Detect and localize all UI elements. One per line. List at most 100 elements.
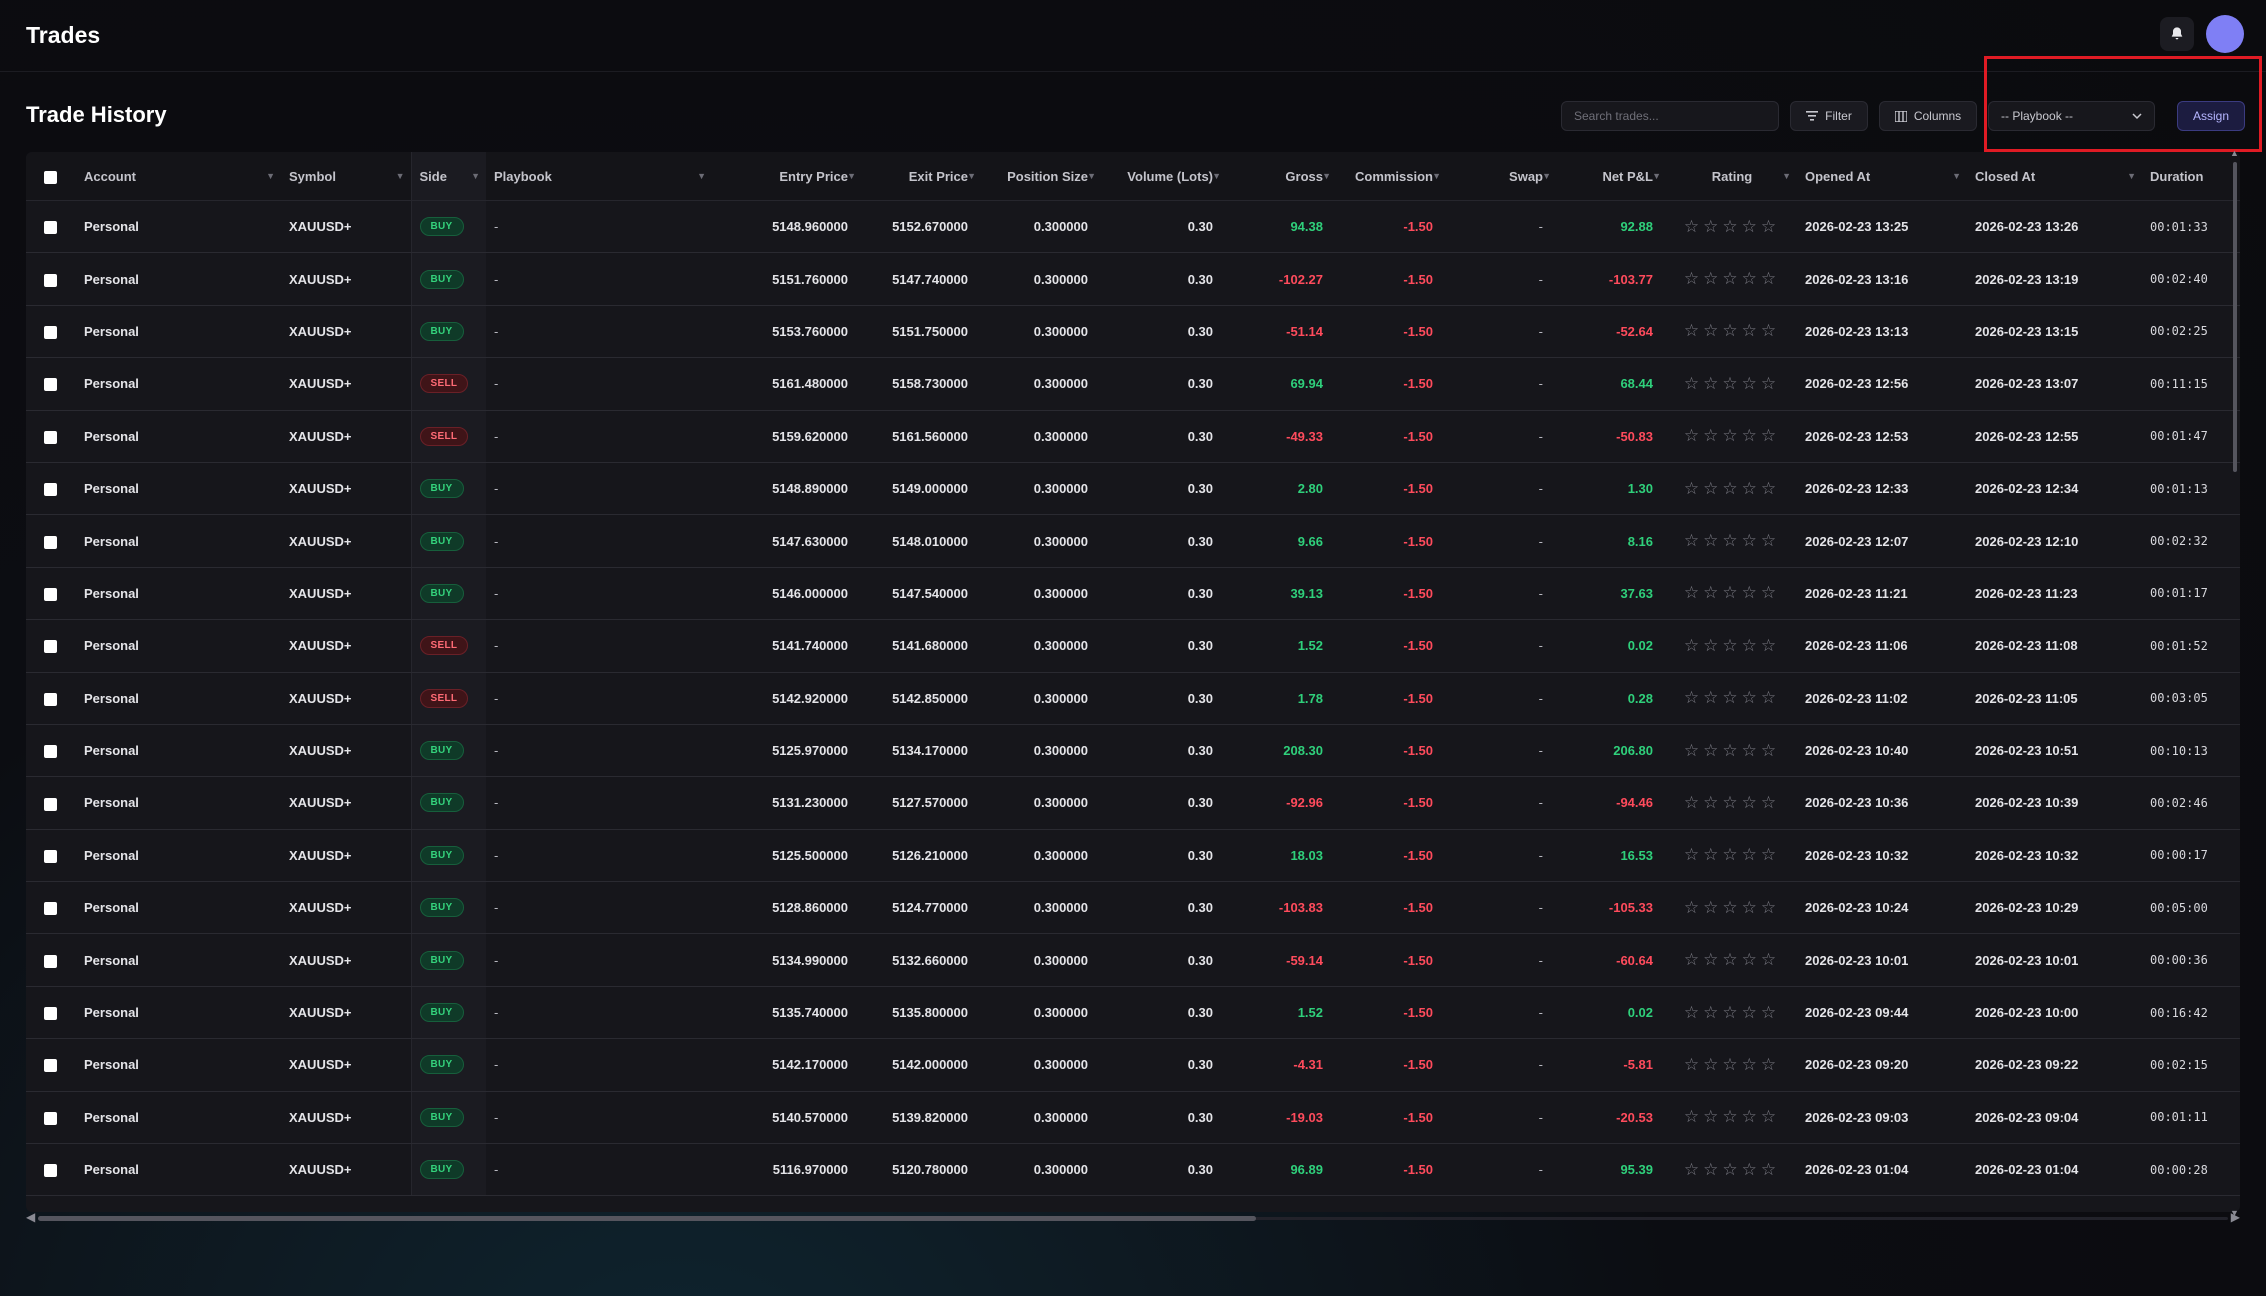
column-header-commission[interactable]: Commission ▼: [1337, 152, 1447, 201]
star-icon[interactable]: ☆: [1722, 740, 1742, 760]
star-icon[interactable]: ☆: [1760, 1054, 1781, 1074]
cell-rating[interactable]: ☆☆☆☆☆: [1667, 514, 1797, 568]
table-row[interactable]: Personal XAUUSD+ SELL -5161.480000 5158.7300…: [26, 357, 2240, 411]
cell-rating[interactable]: ☆☆☆☆☆: [1667, 252, 1797, 306]
star-icon[interactable]: ☆: [1741, 897, 1761, 917]
notifications-button[interactable]: [2160, 17, 2194, 51]
column-header-entry-price[interactable]: Entry Price ▼: [712, 152, 862, 201]
cell-rating[interactable]: ☆☆☆☆☆: [1667, 567, 1797, 621]
row-checkbox[interactable]: [26, 776, 76, 830]
star-icon[interactable]: ☆: [1683, 688, 1704, 708]
table-row[interactable]: Personal XAUUSD+ BUY -5135.740000 5135.80000…: [26, 986, 2240, 1040]
table-row[interactable]: Personal XAUUSD+ SELL -5159.620000 5161.5600…: [26, 410, 2240, 463]
star-icon[interactable]: ☆: [1722, 426, 1742, 446]
star-icon[interactable]: ☆: [1703, 1159, 1723, 1179]
cell-rating[interactable]: ☆☆☆☆☆: [1667, 357, 1797, 411]
cell-playbook[interactable]: -: [486, 305, 712, 359]
star-icon[interactable]: ☆: [1760, 1002, 1781, 1022]
scroll-down-icon[interactable]: ▼: [2230, 1208, 2239, 1218]
column-header-net-pnl[interactable]: Net P&L ▼: [1557, 152, 1667, 201]
table-row[interactable]: Personal XAUUSD+ BUY -5148.890000 5149.00000…: [26, 462, 2240, 516]
row-checkbox[interactable]: [26, 1143, 76, 1197]
star-icon[interactable]: ☆: [1683, 216, 1704, 236]
star-icon[interactable]: ☆: [1703, 845, 1723, 865]
cell-playbook[interactable]: -: [486, 619, 712, 673]
table-row[interactable]: Personal XAUUSD+ BUY -5128.860000 5124.77000…: [26, 881, 2240, 935]
scroll-up-icon[interactable]: ▲: [2230, 148, 2239, 158]
star-icon[interactable]: ☆: [1703, 216, 1723, 236]
cell-rating[interactable]: ☆☆☆☆☆: [1667, 986, 1797, 1040]
row-checkbox[interactable]: [26, 986, 76, 1040]
table-row[interactable]: Personal XAUUSD+ SELL -5142.920000 5142.8500…: [26, 672, 2240, 725]
cell-playbook[interactable]: -: [486, 1038, 712, 1092]
cell-rating[interactable]: ☆☆☆☆☆: [1667, 724, 1797, 778]
star-icon[interactable]: ☆: [1741, 583, 1761, 603]
cell-rating[interactable]: ☆☆☆☆☆: [1667, 829, 1797, 883]
star-icon[interactable]: ☆: [1722, 897, 1742, 917]
scroll-thumb[interactable]: [38, 1216, 1256, 1221]
star-icon[interactable]: ☆: [1703, 426, 1723, 446]
star-icon[interactable]: ☆: [1703, 950, 1723, 970]
star-icon[interactable]: ☆: [1703, 269, 1723, 289]
star-icon[interactable]: ☆: [1703, 321, 1723, 341]
star-icon[interactable]: ☆: [1722, 1107, 1742, 1127]
star-icon[interactable]: ☆: [1703, 1002, 1723, 1022]
cell-rating[interactable]: ☆☆☆☆☆: [1667, 305, 1797, 359]
star-icon[interactable]: ☆: [1760, 531, 1781, 551]
cell-rating[interactable]: ☆☆☆☆☆: [1667, 1143, 1797, 1197]
table-row[interactable]: Personal XAUUSD+ BUY -5142.170000 5142.00000…: [26, 1038, 2240, 1092]
cell-playbook[interactable]: -: [486, 672, 712, 725]
star-icon[interactable]: ☆: [1760, 792, 1781, 812]
table-row[interactable]: Personal XAUUSD+ BUY -5116.970000 5120.78000…: [26, 1143, 2240, 1197]
cell-rating[interactable]: ☆☆☆☆☆: [1667, 619, 1797, 673]
star-icon[interactable]: ☆: [1760, 321, 1781, 341]
select-all-checkbox[interactable]: [26, 152, 76, 201]
scroll-thumb[interactable]: [2233, 162, 2237, 472]
cell-playbook[interactable]: -: [486, 933, 712, 987]
star-icon[interactable]: ☆: [1703, 373, 1723, 393]
column-header-playbook[interactable]: Playbook ▼: [486, 152, 712, 201]
star-icon[interactable]: ☆: [1722, 1159, 1742, 1179]
star-icon[interactable]: ☆: [1722, 321, 1742, 341]
star-icon[interactable]: ☆: [1760, 845, 1781, 865]
star-icon[interactable]: ☆: [1703, 688, 1723, 708]
filter-button[interactable]: Filter: [1790, 101, 1868, 131]
cell-rating[interactable]: ☆☆☆☆☆: [1667, 200, 1797, 254]
column-header-exit-price[interactable]: Exit Price ▼: [862, 152, 982, 201]
star-icon[interactable]: ☆: [1760, 478, 1781, 498]
columns-button[interactable]: Columns: [1879, 101, 1977, 131]
cell-playbook[interactable]: -: [486, 514, 712, 568]
star-icon[interactable]: ☆: [1741, 531, 1761, 551]
star-icon[interactable]: ☆: [1760, 897, 1781, 917]
star-icon[interactable]: ☆: [1760, 373, 1781, 393]
star-icon[interactable]: ☆: [1722, 216, 1742, 236]
star-icon[interactable]: ☆: [1703, 740, 1723, 760]
star-icon[interactable]: ☆: [1741, 478, 1761, 498]
star-icon[interactable]: ☆: [1722, 583, 1742, 603]
cell-playbook[interactable]: -: [486, 252, 712, 306]
row-checkbox[interactable]: [26, 1038, 76, 1092]
star-icon[interactable]: ☆: [1741, 688, 1761, 708]
cell-playbook[interactable]: -: [486, 776, 712, 830]
star-icon[interactable]: ☆: [1760, 950, 1781, 970]
star-icon[interactable]: ☆: [1703, 531, 1723, 551]
row-checkbox[interactable]: [26, 619, 76, 673]
star-icon[interactable]: ☆: [1741, 321, 1761, 341]
star-icon[interactable]: ☆: [1760, 583, 1781, 603]
column-header-opened-at[interactable]: Opened At ▼: [1797, 152, 1967, 201]
star-icon[interactable]: ☆: [1722, 269, 1742, 289]
scroll-right-icon[interactable]: ▶: [2230, 1210, 2240, 1224]
star-icon[interactable]: ☆: [1741, 426, 1761, 446]
cell-playbook[interactable]: -: [486, 410, 712, 463]
star-icon[interactable]: ☆: [1683, 792, 1704, 812]
star-icon[interactable]: ☆: [1683, 897, 1704, 917]
star-icon[interactable]: ☆: [1722, 1002, 1742, 1022]
row-checkbox[interactable]: [26, 724, 76, 778]
star-icon[interactable]: ☆: [1722, 950, 1742, 970]
cell-playbook[interactable]: -: [486, 567, 712, 621]
star-icon[interactable]: ☆: [1703, 478, 1723, 498]
cell-rating[interactable]: ☆☆☆☆☆: [1667, 1038, 1797, 1092]
table-row[interactable]: Personal XAUUSD+ BUY -5134.990000 5132.66000…: [26, 933, 2240, 987]
assign-button[interactable]: Assign: [2177, 101, 2245, 131]
star-icon[interactable]: ☆: [1722, 1054, 1742, 1074]
